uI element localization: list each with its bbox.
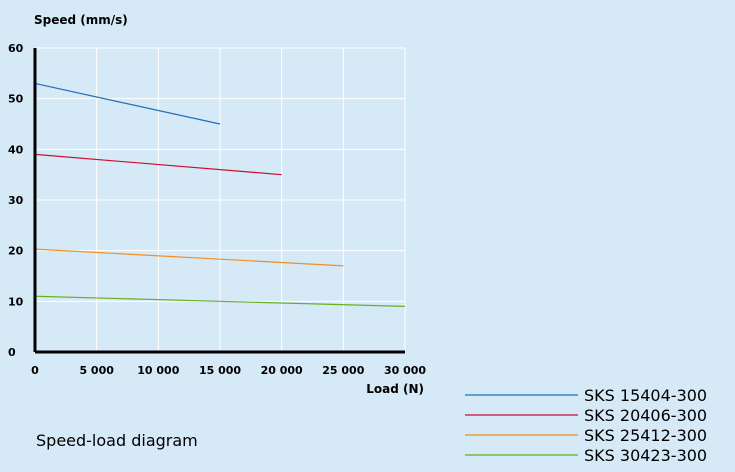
grid [35,47,406,352]
y-tick-label: 30 [8,194,24,207]
y-tick-label: 0 [8,346,16,359]
series-lines [34,82,406,307]
legend-label: SKS 25412-300 [584,426,707,445]
legend-label: SKS 15404-300 [584,386,707,405]
x-tick-label: 0 [31,364,39,377]
x-tick-label: 25 000 [322,364,364,377]
x-tick-labels: 0 5 000 10 000 15 000 20 000 25 000 30 000 [31,364,426,377]
x-tick-label: 15 000 [199,364,241,377]
x-tick-label: 20 000 [261,364,303,377]
x-tick-label: 10 000 [137,364,179,377]
series-line [34,153,282,176]
series-line [34,82,221,125]
y-tick-label: 10 [8,295,24,308]
legend-label: SKS 20406-300 [584,406,707,425]
y-tick-label: 40 [8,143,24,156]
x-axis-label: Load (N) [366,382,424,396]
chart-caption: Speed-load diagram [36,431,198,450]
y-tick-label: 60 [8,42,24,55]
series-line [34,295,406,307]
x-tick-label: 30 000 [384,364,426,377]
x-tick-label: 5 000 [79,364,114,377]
y-tick-label: 50 [8,93,24,106]
series-line [34,248,344,267]
y-axis-label: Speed (mm/s) [34,13,128,27]
legend-label: SKS 30423-300 [584,446,707,465]
y-tick-label: 20 [8,245,24,258]
axes [33,48,405,354]
y-tick-labels: 0 10 20 30 40 50 60 [8,42,24,359]
